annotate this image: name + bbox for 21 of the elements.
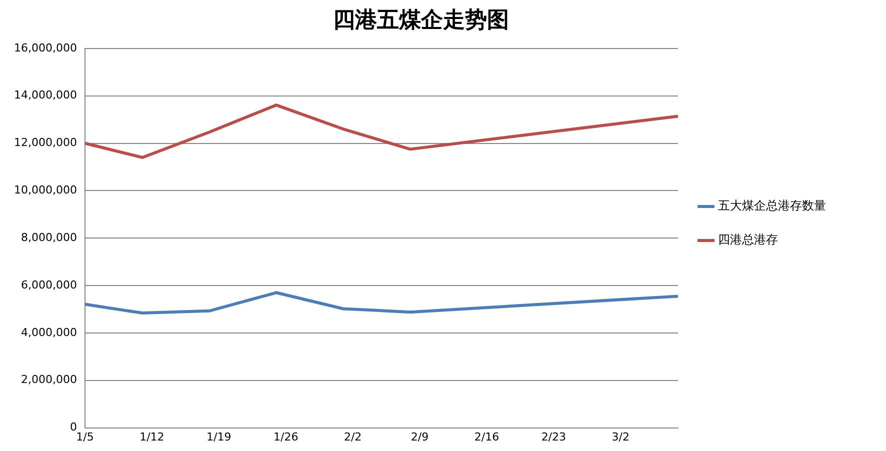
x-tick-label: 2/23 [541, 430, 566, 444]
legend-label: 四港总港存 [718, 232, 778, 247]
x-tick-label: 1/5 [76, 430, 94, 444]
y-tick-label: 10,000,000 [14, 184, 77, 197]
y-tick-label: 12,000,000 [14, 136, 77, 150]
y-tick-label: 2,000,000 [20, 373, 77, 386]
x-tick-label: 3/2 [612, 430, 630, 444]
y-tick-label: 0 [70, 420, 77, 434]
y-tick-label: 8,000,000 [20, 230, 77, 244]
y-tick-label: 4,000,000 [20, 326, 77, 339]
chart-title: 四港五煤企走势图 [333, 6, 509, 32]
x-tick-label: 1/19 [206, 430, 232, 444]
x-tick-label: 2/9 [410, 430, 429, 444]
y-tick-label: 6,000,000 [20, 278, 77, 292]
x-tick-label: 1/26 [273, 430, 298, 444]
x-tick-label: 2/2 [344, 430, 362, 444]
x-tick-label: 1/12 [140, 430, 164, 444]
legend-label: 五大煤企总港存数量 [718, 198, 826, 213]
y-tick-label: 14,000,000 [14, 88, 77, 102]
x-tick-label: 2/16 [474, 430, 500, 444]
y-tick-label: 16,000,000 [14, 41, 77, 54]
